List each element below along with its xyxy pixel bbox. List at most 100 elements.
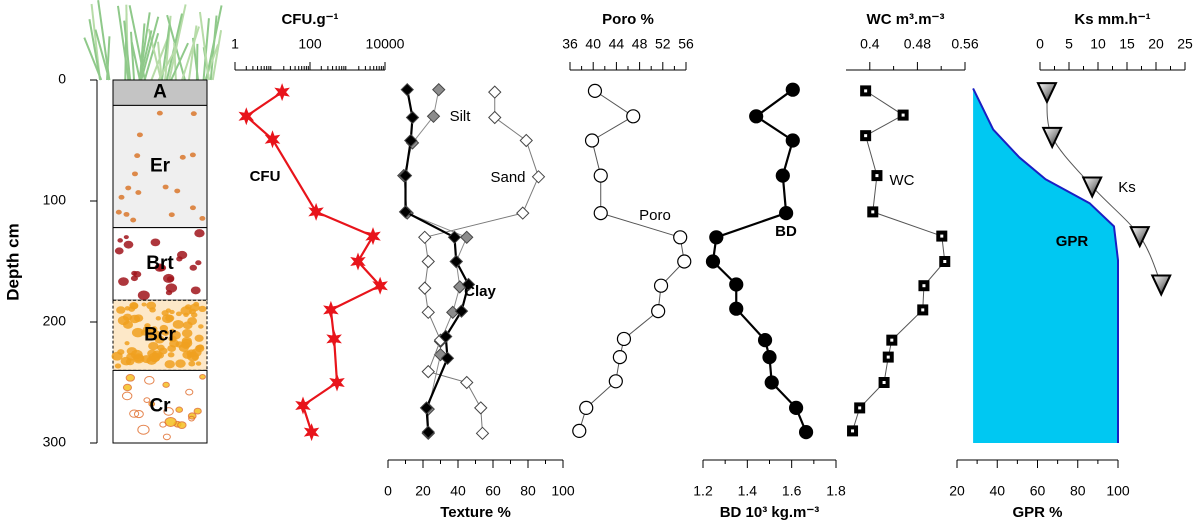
- marker: [488, 85, 502, 99]
- marker: [677, 254, 692, 269]
- marker: [579, 400, 594, 416]
- marker: [419, 401, 434, 415]
- x-tick-label: 1.8: [826, 483, 846, 499]
- x-tick-label: 10000: [366, 36, 405, 52]
- mottle: [194, 334, 204, 342]
- series-label: Clay: [464, 283, 496, 300]
- x-tick-label: 20: [949, 483, 965, 499]
- grass-blade: [138, 30, 153, 81]
- x-tick-label: 1.2: [693, 483, 713, 499]
- marker: [1041, 126, 1063, 150]
- area: [973, 88, 1118, 443]
- series-label: Silt: [450, 108, 472, 125]
- x-tick-label: 100: [298, 36, 322, 52]
- grass-blade: [157, 49, 177, 81]
- marker: [516, 206, 530, 220]
- mottle: [175, 359, 186, 368]
- marker: [854, 402, 866, 414]
- marker: [1081, 176, 1103, 199]
- mottle: [174, 188, 181, 194]
- x-tick-label: 25: [1177, 36, 1193, 52]
- mottle: [141, 302, 147, 307]
- marker: [421, 254, 435, 269]
- y-tick-label: 300: [43, 434, 67, 450]
- x-tick-label: 60: [1030, 483, 1046, 499]
- grass-blade: [198, 11, 210, 81]
- x-tick-label: 48: [632, 36, 648, 52]
- mottle: [175, 406, 184, 413]
- mottle: [176, 250, 188, 260]
- marker: [432, 82, 446, 97]
- mottle: [148, 341, 159, 351]
- horizon-label: Cr: [149, 396, 171, 417]
- x-tick-label: 40: [450, 483, 466, 499]
- x-tick-label: 1.4: [738, 483, 758, 499]
- mottle: [181, 338, 193, 348]
- marker: [329, 373, 345, 392]
- grass-blade: [181, 26, 200, 81]
- mottle: [198, 324, 204, 329]
- marker: [421, 364, 435, 379]
- marker-dot: [882, 381, 886, 384]
- marker: [593, 206, 608, 221]
- mottle: [116, 306, 126, 314]
- mottle: [198, 305, 207, 313]
- grass-blade: [128, 5, 146, 81]
- mottle: [165, 290, 173, 296]
- marker-dot: [864, 134, 868, 138]
- mottle: [143, 397, 151, 403]
- marker: [729, 277, 744, 292]
- grass-blade: [106, 36, 111, 81]
- marker: [264, 130, 281, 149]
- mottle: [164, 360, 175, 369]
- axis-title: Ks mm.h⁻¹: [1074, 11, 1150, 28]
- axis-title: Poro %: [602, 11, 654, 28]
- x-tick-label: 20: [1148, 36, 1164, 52]
- marker: [785, 82, 800, 97]
- mottle: [169, 309, 175, 315]
- mottle: [162, 184, 169, 190]
- marker: [474, 401, 488, 415]
- mottle: [188, 415, 195, 422]
- mottle: [130, 217, 137, 223]
- mottle: [123, 211, 130, 217]
- mottle: [189, 303, 200, 312]
- series-label: BD: [775, 223, 797, 240]
- marker: [323, 300, 339, 319]
- mottle: [179, 154, 186, 160]
- series-label: Sand: [490, 169, 525, 186]
- grass-blade: [170, 42, 189, 81]
- marker: [871, 170, 883, 182]
- x-tick-label: 80: [520, 483, 536, 499]
- marker: [350, 252, 366, 271]
- grass-blade: [173, 42, 177, 81]
- marker: [303, 423, 320, 442]
- marker: [705, 254, 721, 269]
- x-tick-label: 60: [485, 483, 501, 499]
- mottle: [161, 329, 170, 336]
- grass-blade: [211, 29, 223, 81]
- mottle: [190, 312, 198, 318]
- marker: [673, 230, 688, 245]
- mottle: [126, 352, 136, 361]
- marker: [867, 206, 879, 218]
- mottle: [168, 212, 175, 218]
- marker: [488, 110, 502, 125]
- marker: [729, 301, 744, 316]
- marker: [587, 83, 603, 98]
- mottle: [196, 344, 204, 351]
- marker: [519, 133, 533, 148]
- marker: [651, 304, 666, 319]
- marker-dot: [921, 308, 925, 312]
- mottle: [190, 286, 201, 295]
- grass-blade: [123, 20, 132, 81]
- marker: [460, 230, 474, 245]
- marker: [779, 206, 794, 221]
- mottle: [177, 421, 187, 429]
- mottle: [148, 401, 156, 407]
- marker: [426, 109, 441, 124]
- mottle: [158, 347, 168, 355]
- series-label: CFU: [250, 168, 281, 185]
- x-tick-label: 1: [231, 36, 239, 52]
- grass-blade: [187, 25, 198, 81]
